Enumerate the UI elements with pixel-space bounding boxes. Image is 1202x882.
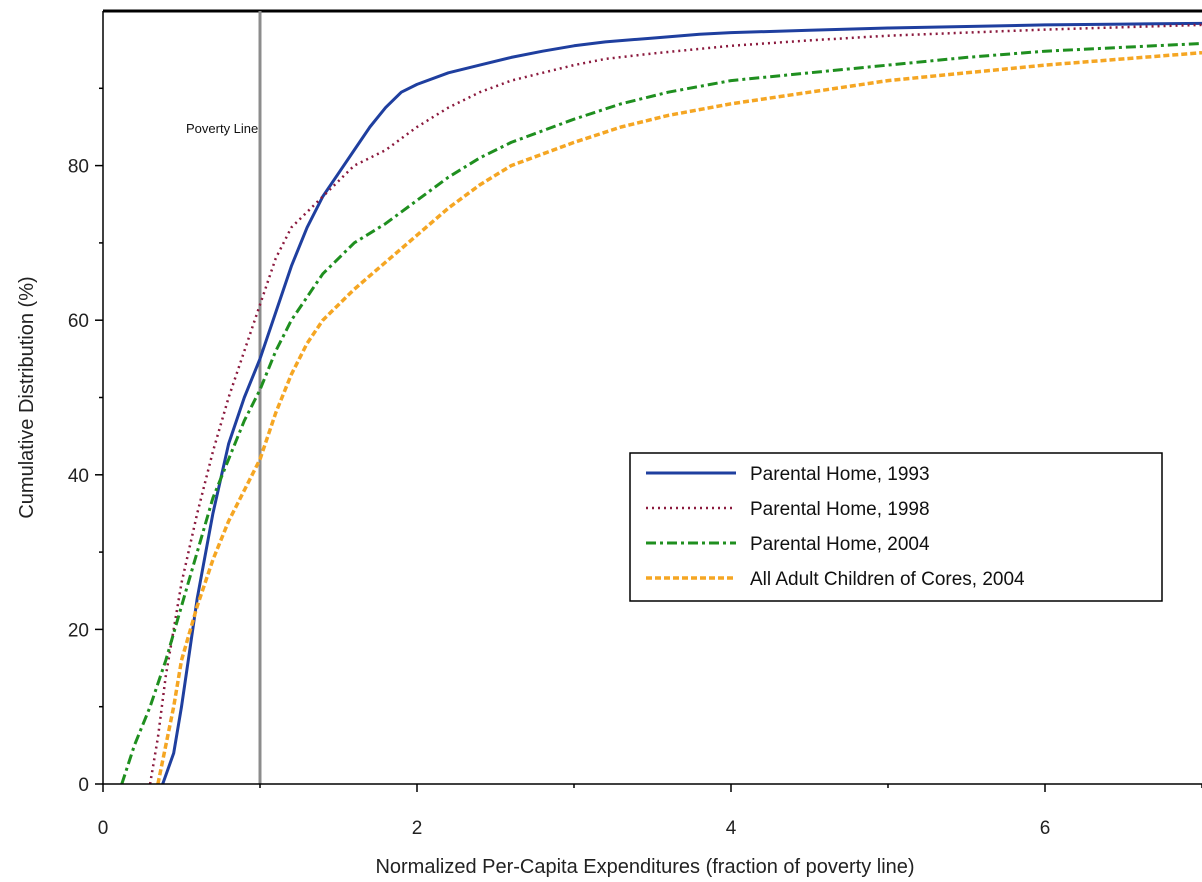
legend-label-1: Parental Home, 1993 [750, 464, 930, 485]
y-tick-label: 20 [68, 620, 89, 641]
y-tick-label: 0 [78, 775, 89, 796]
legend: Parental Home, 1993 Parental Home, 1998 Pa… [629, 452, 1163, 602]
legend-label-3: Parental Home, 2004 [750, 534, 930, 555]
y-tick-label: 40 [68, 466, 89, 487]
series-lines [120, 21, 1202, 785]
legend-label-2: Parental Home, 1998 [750, 499, 930, 520]
x-tick-label: 0 [98, 818, 109, 839]
series-line-3 [120, 42, 1202, 785]
y-tick-label: 80 [68, 157, 89, 178]
y-tick-label: 60 [68, 311, 89, 332]
poverty-line-label: Poverty Line [186, 121, 258, 136]
axes: 0 20 40 60 80 0 2 4 6 [68, 11, 1202, 839]
legend-label-4: All Adult Children of Cores, 2004 [750, 569, 1025, 590]
x-tick-label: 4 [726, 818, 737, 839]
series-line-4 [156, 50, 1202, 785]
series-line-2 [148, 23, 1202, 785]
x-tick-label: 6 [1040, 818, 1051, 839]
x-axis-title: Normalized Per-Capita Expenditures (frac… [375, 856, 914, 878]
x-tick-label: 2 [412, 818, 423, 839]
series-line-1 [161, 21, 1202, 785]
y-axis-title: Cumulative Distribution (%) [16, 276, 38, 518]
